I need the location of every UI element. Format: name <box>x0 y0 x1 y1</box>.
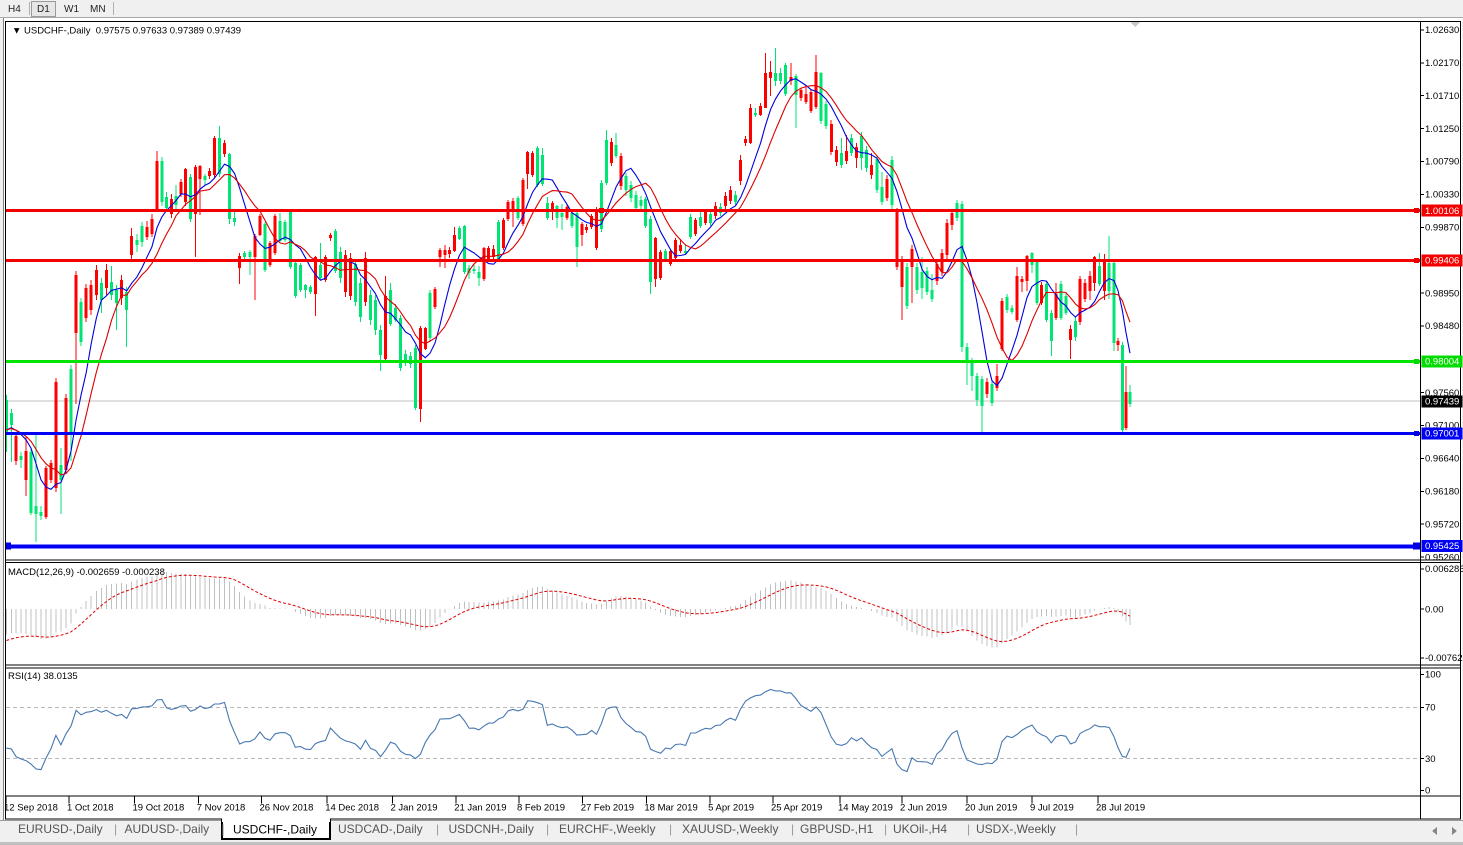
svg-text:USDCHF-,Daily 0.97575 0.97633: USDCHF-,Daily 0.97575 0.97633 0.97389 0.… <box>24 26 241 37</box>
svg-text:5 Apr 2019: 5 Apr 2019 <box>708 803 754 814</box>
svg-text:|: | <box>1075 822 1078 836</box>
svg-text:7 Nov 2018: 7 Nov 2018 <box>197 803 246 814</box>
svg-text:|: | <box>791 822 794 836</box>
svg-text:H4: H4 <box>8 4 21 15</box>
svg-text:0.97001: 0.97001 <box>1425 429 1459 440</box>
svg-text:12 Sep 2018: 12 Sep 2018 <box>4 803 58 814</box>
svg-text:20 Jun 2019: 20 Jun 2019 <box>965 803 1017 814</box>
svg-text:0: 0 <box>1425 786 1430 797</box>
svg-text:9 Jul 2019: 9 Jul 2019 <box>1030 803 1074 814</box>
svg-text:USDCNH-,Daily: USDCNH-,Daily <box>449 822 534 836</box>
svg-text:USDX-,Weekly: USDX-,Weekly <box>976 822 1056 836</box>
svg-text:GBPUSD-,H1: GBPUSD-,H1 <box>800 822 874 836</box>
svg-text:0.98950: 0.98950 <box>1425 288 1459 299</box>
svg-text:1.00106: 1.00106 <box>1425 206 1459 217</box>
svg-text:0.99870: 0.99870 <box>1425 223 1459 234</box>
svg-text:19 Oct 2018: 19 Oct 2018 <box>133 803 185 814</box>
svg-text:-0.00762: -0.00762 <box>1425 653 1463 664</box>
svg-text:1 Oct 2018: 1 Oct 2018 <box>67 803 113 814</box>
svg-text:W1: W1 <box>64 4 79 15</box>
svg-text:USDCHF-,Daily: USDCHF-,Daily <box>233 823 317 837</box>
svg-text:100: 100 <box>1425 670 1441 681</box>
svg-text:27 Feb 2019: 27 Feb 2019 <box>581 803 634 814</box>
svg-text:0.99406: 0.99406 <box>1425 256 1459 267</box>
svg-text:EURCHF-,Weekly: EURCHF-,Weekly <box>559 822 655 836</box>
svg-text:1.02630: 1.02630 <box>1425 25 1459 36</box>
svg-text:70: 70 <box>1425 703 1436 714</box>
svg-text:|: | <box>222 822 225 836</box>
svg-text:2 Jan 2019: 2 Jan 2019 <box>391 803 438 814</box>
svg-text:D1: D1 <box>37 4 50 15</box>
svg-text:1.02170: 1.02170 <box>1425 58 1459 69</box>
svg-text:1.01710: 1.01710 <box>1425 91 1459 102</box>
svg-text:0.97100: 0.97100 <box>1425 421 1459 432</box>
svg-text:0.00: 0.00 <box>1425 604 1444 615</box>
svg-text:RSI(14) 38.0135: RSI(14) 38.0135 <box>8 671 78 682</box>
svg-text:25 Apr 2019: 25 Apr 2019 <box>771 803 822 814</box>
svg-text:0.006286: 0.006286 <box>1425 564 1463 575</box>
svg-text:XAUUSD-,Weekly: XAUUSD-,Weekly <box>682 822 778 836</box>
svg-text:UKOil-,H4: UKOil-,H4 <box>893 822 947 836</box>
svg-text:0.98004: 0.98004 <box>1425 357 1459 368</box>
svg-text:0.95425: 0.95425 <box>1425 541 1459 552</box>
svg-text:0.95720: 0.95720 <box>1425 519 1459 530</box>
svg-text:21 Jan 2019: 21 Jan 2019 <box>454 803 506 814</box>
svg-text:14 May 2019: 14 May 2019 <box>838 803 893 814</box>
svg-text:18 Mar 2019: 18 Mar 2019 <box>644 803 697 814</box>
svg-text:8 Feb 2019: 8 Feb 2019 <box>517 803 565 814</box>
svg-text:|: | <box>967 822 970 836</box>
svg-text:MN: MN <box>90 4 106 15</box>
svg-text:2 Jun 2019: 2 Jun 2019 <box>900 803 947 814</box>
svg-text:0.95260: 0.95260 <box>1425 552 1459 563</box>
svg-text:0.96640: 0.96640 <box>1425 454 1459 465</box>
svg-text:0.98480: 0.98480 <box>1425 321 1459 332</box>
svg-text:|: | <box>546 822 549 836</box>
svg-text:0.97439: 0.97439 <box>1425 397 1459 408</box>
svg-text:26 Nov 2018: 26 Nov 2018 <box>260 803 314 814</box>
svg-text:0.97560: 0.97560 <box>1425 388 1459 399</box>
svg-text:▼: ▼ <box>12 26 21 37</box>
svg-text:AUDUSD-,Daily: AUDUSD-,Daily <box>125 822 210 836</box>
svg-text:0.96180: 0.96180 <box>1425 487 1459 498</box>
svg-text:1.01250: 1.01250 <box>1425 124 1459 135</box>
svg-text:|: | <box>436 822 439 836</box>
svg-text:14 Dec 2018: 14 Dec 2018 <box>325 803 379 814</box>
svg-text:EURUSD-,Daily: EURUSD-,Daily <box>18 822 103 836</box>
svg-text:1.00330: 1.00330 <box>1425 190 1459 201</box>
svg-text:1.00790: 1.00790 <box>1425 157 1459 168</box>
svg-text:USDCAD-,Daily: USDCAD-,Daily <box>338 822 423 836</box>
svg-text:|: | <box>884 822 887 836</box>
svg-text:MACD(12,26,9) -0.002659 -0.000: MACD(12,26,9) -0.002659 -0.000238 <box>8 567 165 578</box>
svg-text:28 Jul 2019: 28 Jul 2019 <box>1096 803 1145 814</box>
svg-text:|: | <box>114 822 117 836</box>
svg-text:|: | <box>669 822 672 836</box>
svg-text:30: 30 <box>1425 754 1436 765</box>
